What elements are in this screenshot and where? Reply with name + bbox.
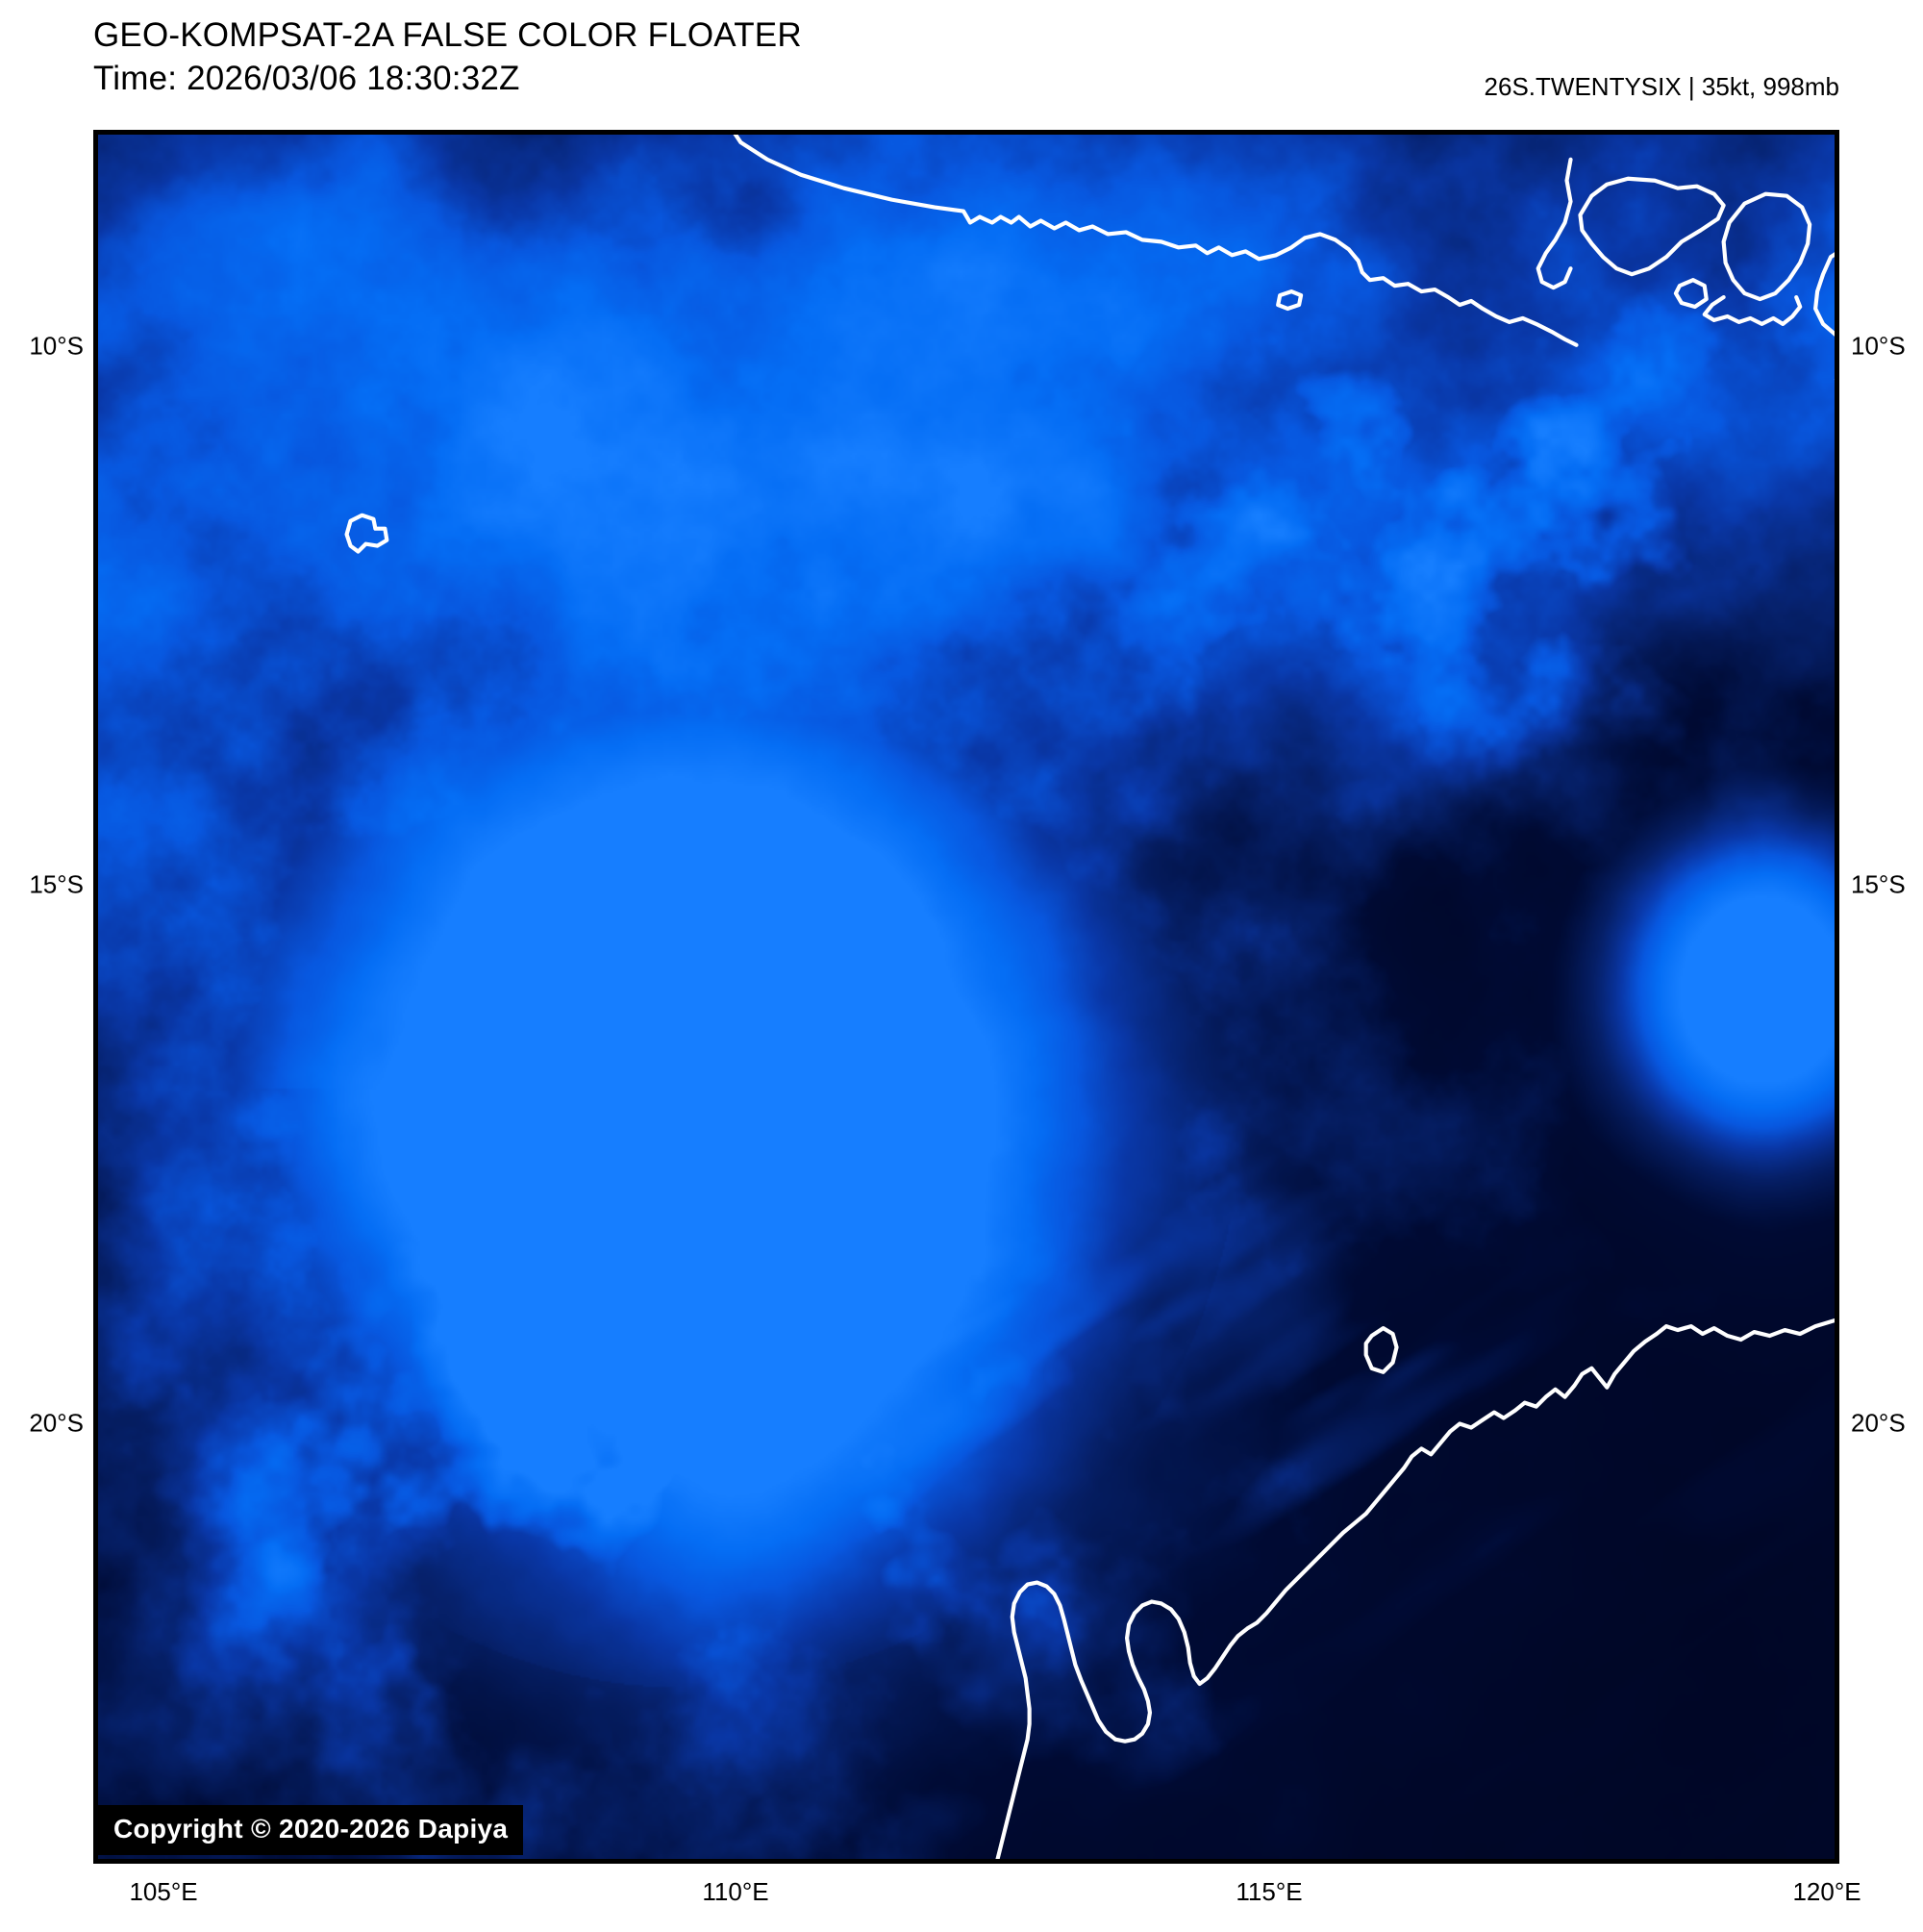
copyright-banner: Copyright © 2020-2026 Dapiya: [98, 1805, 524, 1855]
lon-label-110e: 110°E: [702, 1877, 769, 1906]
timestamp-label: Time: 2026/03/06 18:30:32Z: [93, 60, 520, 97]
lat-label-right-20s: 20°S: [1851, 1408, 1906, 1438]
storm-info-label: 26S.TWENTYSIX | 35kt, 998mb: [1484, 72, 1839, 101]
lat-label-right-10s: 10°S: [1851, 331, 1906, 361]
page-title: GEO-KOMPSAT-2A FALSE COLOR FLOATER: [93, 16, 802, 54]
lon-label-105e: 105°E: [129, 1877, 198, 1906]
header: GEO-KOMPSAT-2A FALSE COLOR FLOATER Time:…: [0, 0, 1923, 130]
lat-label-left-20s: 20°S: [29, 1408, 84, 1438]
title-block: GEO-KOMPSAT-2A FALSE COLOR FLOATER Time:…: [93, 13, 802, 100]
lat-label-right-15s: 15°S: [1851, 869, 1906, 899]
lon-label-115e: 115°E: [1236, 1877, 1303, 1906]
satellite-imagery-canvas: [98, 135, 1835, 1859]
satellite-image-panel[interactable]: [93, 130, 1839, 1864]
lat-label-left-15s: 15°S: [29, 869, 84, 899]
lat-label-left-10s: 10°S: [29, 331, 84, 361]
lon-label-120e: 120°E: [1792, 1877, 1861, 1906]
